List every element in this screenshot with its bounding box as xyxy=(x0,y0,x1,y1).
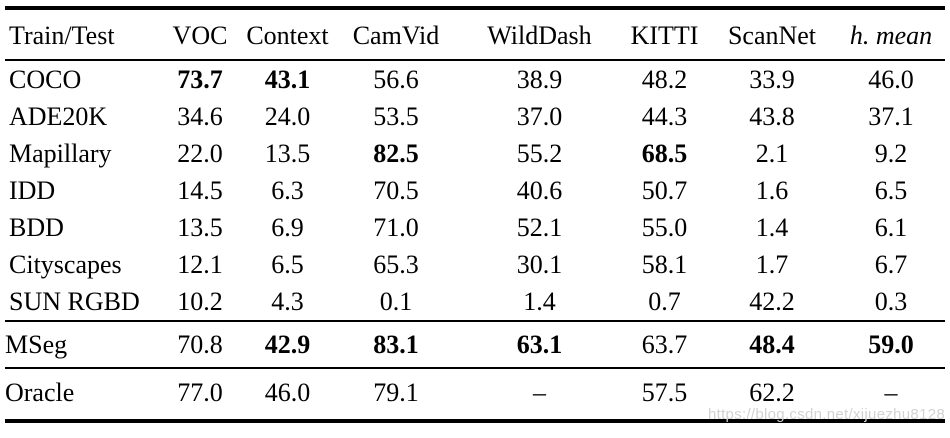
value-cell: 65.3 xyxy=(373,250,419,279)
value-cell: 12.1 xyxy=(177,250,223,279)
value-cell: 43.1 xyxy=(264,65,311,94)
value-cell: 4.3 xyxy=(271,287,304,316)
column-header-context: Context xyxy=(246,21,329,50)
value-cell: 38.9 xyxy=(516,65,563,94)
column-header-voc: VOC xyxy=(172,21,228,50)
value-cell: – xyxy=(884,378,898,407)
value-cell: 79.1 xyxy=(373,378,419,407)
value-cell: 13.5 xyxy=(177,213,223,242)
table-row-bdd: BDD 13.5 6.9 71.0 52.1 55.0 1.4 6.1 xyxy=(5,209,945,246)
value-cell: 82.5 xyxy=(373,139,419,168)
value-cell: 58.1 xyxy=(641,250,688,279)
table-row-oracle: Oracle 77.0 46.0 79.1 – 57.5 62.2 – xyxy=(5,368,945,421)
header-row: Train/Test VOC Context CamVid WildDash KITTI S… xyxy=(5,8,945,60)
value-cell: 56.6 xyxy=(373,65,419,94)
value-cell: 1.4 xyxy=(523,287,556,316)
row-label: Cityscapes xyxy=(9,250,122,279)
column-header-train-test: Train/Test xyxy=(9,21,115,50)
row-label: Oracle xyxy=(5,378,75,407)
value-cell: 68.5 xyxy=(641,139,688,168)
value-cell: 22.0 xyxy=(177,139,223,168)
value-cell: 1.7 xyxy=(755,250,789,279)
value-cell: 24.0 xyxy=(264,102,311,131)
table-row-cityscapes: Cityscapes 12.1 6.5 65.3 30.1 58.1 1.7 6.7 xyxy=(5,246,945,283)
row-label: COCO xyxy=(9,65,82,94)
table-row-ade20k: ADE20K 34.6 24.0 53.5 37.0 44.3 43.8 37.1 xyxy=(5,98,945,135)
value-cell: 70.8 xyxy=(177,330,223,359)
value-cell: 1.4 xyxy=(755,213,789,242)
value-cell: 37.1 xyxy=(868,102,914,131)
value-cell: 6.9 xyxy=(271,213,304,242)
results-table: Train/Test VOC Context CamVid WildDash KITTI S… xyxy=(5,6,945,423)
row-label: IDD xyxy=(9,176,56,205)
value-cell: 59.0 xyxy=(868,330,914,359)
value-cell: 48.4 xyxy=(749,330,795,359)
value-cell: 34.6 xyxy=(177,102,223,131)
value-cell: 9.2 xyxy=(874,139,908,168)
table-header: Train/Test VOC Context CamVid WildDash KITTI S… xyxy=(5,8,945,60)
value-cell: 44.3 xyxy=(641,102,688,131)
row-label: MSeg xyxy=(5,330,68,359)
value-cell: 55.2 xyxy=(516,139,563,168)
value-cell: 48.2 xyxy=(641,65,688,94)
row-label: BDD xyxy=(9,213,64,242)
row-label: Mapillary xyxy=(9,139,112,168)
value-cell: 71.0 xyxy=(373,213,419,242)
value-cell: 83.1 xyxy=(373,330,419,359)
row-label: ADE20K xyxy=(9,102,108,131)
value-cell: 6.1 xyxy=(874,213,908,242)
value-cell: 70.5 xyxy=(373,176,419,205)
value-cell: 62.2 xyxy=(749,378,795,407)
column-header-kitti: KITTI xyxy=(630,21,699,50)
value-cell: 6.3 xyxy=(271,176,304,205)
value-cell: 77.0 xyxy=(177,378,223,407)
value-cell: 1.6 xyxy=(755,176,789,205)
value-cell: 6.7 xyxy=(874,250,908,279)
table-row-coco: COCO 73.7 43.1 56.6 38.9 48.2 33.9 46.0 xyxy=(5,60,945,98)
value-cell: 33.9 xyxy=(749,65,795,94)
section-single-dataset-training: COCO 73.7 43.1 56.6 38.9 48.2 33.9 46.0 ADE20K 34… xyxy=(5,60,945,321)
value-cell: 6.5 xyxy=(874,176,908,205)
value-cell: 46.0 xyxy=(264,378,311,407)
value-cell: – xyxy=(533,378,546,407)
column-header-camvid: CamVid xyxy=(352,21,440,50)
value-cell: 0.3 xyxy=(874,287,908,316)
value-cell: 63.7 xyxy=(641,330,688,359)
section-oracle: Oracle 77.0 46.0 79.1 – 57.5 62.2 – xyxy=(5,368,945,421)
value-cell: 55.0 xyxy=(641,213,688,242)
value-cell: 42.2 xyxy=(749,287,795,316)
row-label: SUN RGBD xyxy=(9,287,140,316)
value-cell: 37.0 xyxy=(516,102,563,131)
value-cell: 0.1 xyxy=(379,287,413,316)
column-header-h-mean: h. mean xyxy=(849,21,933,50)
table-row-idd: IDD 14.5 6.3 70.5 40.6 50.7 1.6 6.5 xyxy=(5,172,945,209)
value-cell: 50.7 xyxy=(641,176,688,205)
value-cell: 46.0 xyxy=(868,65,914,94)
table-row-mapillary: Mapillary 22.0 13.5 82.5 55.2 68.5 2.1 9.2 xyxy=(5,135,945,172)
value-cell: 43.8 xyxy=(749,102,795,131)
section-mseg: MSeg 70.8 42.9 83.1 63.1 63.7 48.4 59.0 xyxy=(5,321,945,368)
value-cell: 13.5 xyxy=(264,139,311,168)
value-cell: 6.5 xyxy=(271,250,304,279)
table-row-mseg: MSeg 70.8 42.9 83.1 63.1 63.7 48.4 59.0 xyxy=(5,321,945,368)
value-cell: 53.5 xyxy=(373,102,419,131)
table-row-sun-rgbd: SUN RGBD 10.2 4.3 0.1 1.4 0.7 42.2 0.3 xyxy=(5,283,945,321)
column-header-wilddash: WildDash xyxy=(487,21,592,50)
value-cell: 42.9 xyxy=(264,330,311,359)
value-cell: 14.5 xyxy=(177,176,223,205)
value-cell: 63.1 xyxy=(516,330,563,359)
value-cell: 0.7 xyxy=(648,287,681,316)
value-cell: 2.1 xyxy=(755,139,789,168)
value-cell: 73.7 xyxy=(177,65,223,94)
value-cell: 30.1 xyxy=(516,250,563,279)
value-cell: 57.5 xyxy=(641,378,688,407)
value-cell: 10.2 xyxy=(177,287,223,316)
value-cell: 40.6 xyxy=(516,176,563,205)
column-header-scannet: ScanNet xyxy=(727,21,817,50)
value-cell: 52.1 xyxy=(516,213,563,242)
